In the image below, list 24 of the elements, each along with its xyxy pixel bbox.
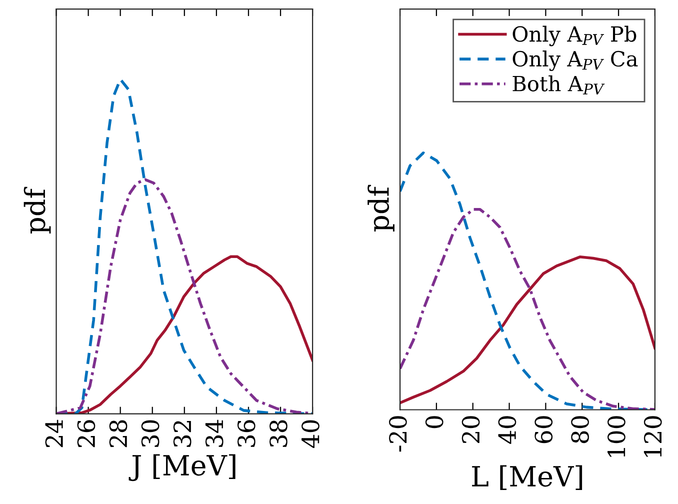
x-tick-label: 38 xyxy=(270,420,288,447)
x-tick-label: 28 xyxy=(109,420,128,448)
y-axis-title: pdf xyxy=(24,186,51,234)
x-axis-title: J [MeV] xyxy=(128,454,236,482)
x-tick-label: 100 xyxy=(608,416,626,457)
x-tick-label: 40 xyxy=(302,420,320,448)
x-tick-label: 80 xyxy=(571,416,589,444)
x-tick-label: 0 xyxy=(425,416,444,428)
x-tick-label: 32 xyxy=(173,420,192,447)
x-tick-label: 60 xyxy=(534,416,553,444)
y-axis-title: pdf xyxy=(368,184,394,232)
x-axis-title: L [MeV] xyxy=(472,465,582,490)
x-tick-label: 36 xyxy=(237,420,256,447)
x-tick-label: -20 xyxy=(389,416,407,452)
x-tick-label: 30 xyxy=(141,420,160,447)
x-tick-label: 26 xyxy=(77,420,96,448)
legend-label: Only A$_{PV}$ Ca xyxy=(512,50,638,71)
x-tick-label: 24 xyxy=(45,420,63,448)
x-tick-label: 34 xyxy=(205,420,224,447)
x-tick-label: 40 xyxy=(498,416,516,444)
legend-label: Only A$_{PV}$ Pb xyxy=(512,26,636,46)
x-tick-label: 20 xyxy=(462,416,480,444)
legend-label: Both A$_{PV}$ xyxy=(512,75,605,94)
x-tick-label: 120 xyxy=(644,416,662,457)
